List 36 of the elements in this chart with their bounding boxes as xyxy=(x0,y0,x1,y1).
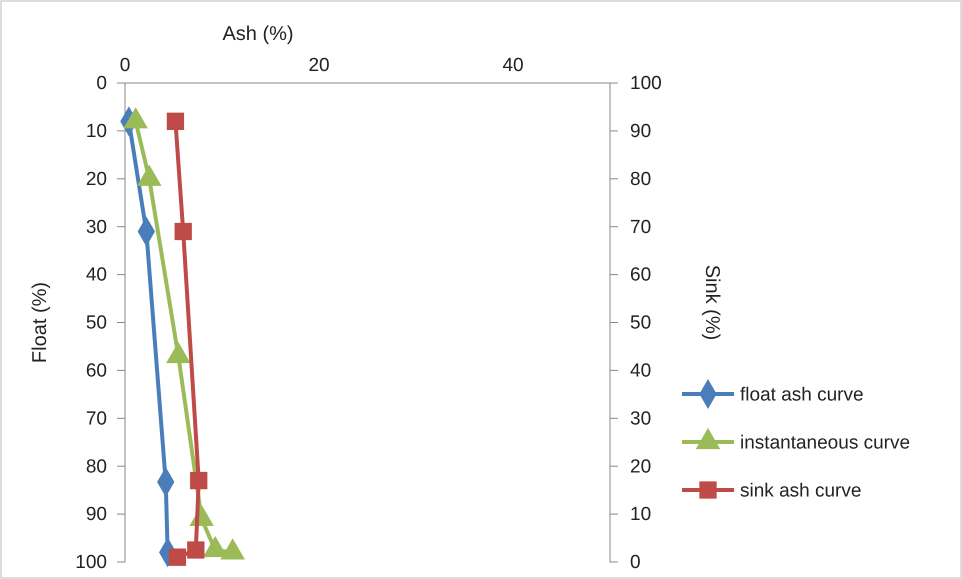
y-tick-label: 50 xyxy=(86,312,107,334)
y2-tick-label: 60 xyxy=(630,264,652,286)
y-tick-label: 10 xyxy=(86,120,107,142)
y2-tick-label: 100 xyxy=(630,73,662,94)
y-tick-label: 70 xyxy=(86,408,107,430)
y2-tick-label: 30 xyxy=(630,408,652,430)
x-tick-label: 0 xyxy=(120,55,130,76)
y2-tick-label: 20 xyxy=(630,456,652,478)
y-tick-label: 60 xyxy=(86,360,107,382)
y-tick-label: 20 xyxy=(86,168,107,190)
y-tick-label: 0 xyxy=(96,73,107,94)
x-axis-title: Ash (%) xyxy=(222,23,294,45)
y2-axis-title: Sink (%) xyxy=(701,264,723,340)
point xyxy=(168,548,186,566)
point xyxy=(190,472,208,490)
point xyxy=(166,112,184,130)
y2-tick-label: 80 xyxy=(630,168,652,190)
y-tick-label: 30 xyxy=(86,216,107,238)
legend-label: instantaneous curve xyxy=(740,432,910,454)
point xyxy=(174,222,192,240)
y-tick-label: 80 xyxy=(86,456,107,478)
y-axis-title: Float (%) xyxy=(29,282,51,364)
legend-label: sink ash curve xyxy=(740,480,862,502)
x-tick-label: 40 xyxy=(502,55,524,76)
y2-tick-label: 50 xyxy=(630,312,652,334)
y2-tick-label: 0 xyxy=(630,552,641,574)
y2-tick-label: 70 xyxy=(630,216,652,238)
legend-label: float ash curve xyxy=(740,384,864,406)
y-tick-label: 40 xyxy=(86,264,107,286)
point xyxy=(187,541,204,559)
y-tick-label: 100 xyxy=(75,552,107,574)
x-tick-label: 20 xyxy=(308,55,330,76)
y2-tick-label: 40 xyxy=(630,360,652,382)
y-tick-label: 90 xyxy=(86,504,107,526)
y2-tick-label: 90 xyxy=(630,120,652,142)
y2-tick-label: 10 xyxy=(630,504,652,526)
